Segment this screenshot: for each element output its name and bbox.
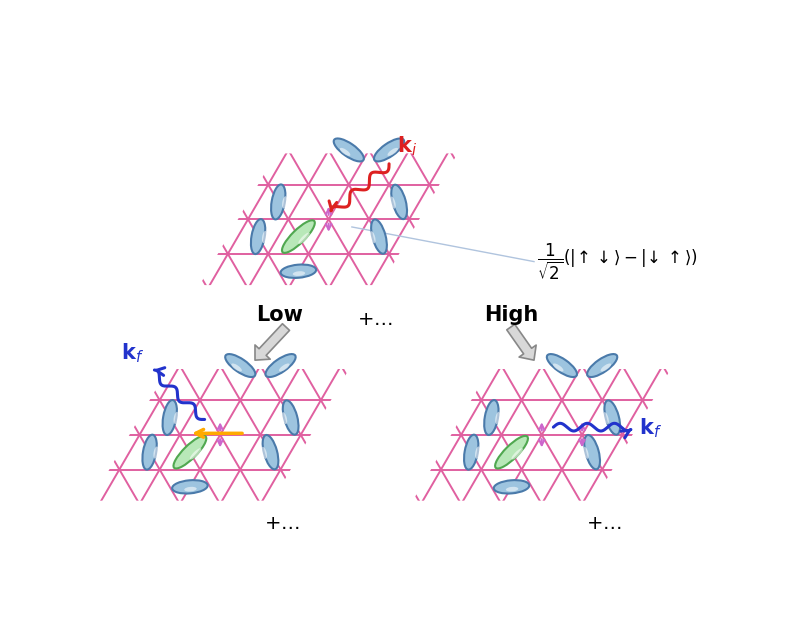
Ellipse shape <box>184 487 197 492</box>
Ellipse shape <box>334 138 364 161</box>
Ellipse shape <box>282 412 287 424</box>
Ellipse shape <box>603 412 609 424</box>
Ellipse shape <box>390 196 396 209</box>
Ellipse shape <box>231 364 242 371</box>
Ellipse shape <box>371 220 387 254</box>
Text: $\mathbf{k}_f$: $\mathbf{k}_f$ <box>638 417 662 440</box>
Ellipse shape <box>282 196 287 209</box>
Ellipse shape <box>266 354 296 377</box>
Ellipse shape <box>298 232 310 244</box>
Ellipse shape <box>494 480 530 493</box>
Ellipse shape <box>484 400 498 435</box>
Text: $\mathbf{k}_f$: $\mathbf{k}_f$ <box>121 341 144 365</box>
Text: $\dfrac{1}{\sqrt{2}}(|\!\uparrow\downarrow\rangle - |\!\downarrow\uparrow\rangle: $\dfrac{1}{\sqrt{2}}(|\!\uparrow\downarr… <box>537 241 698 282</box>
Ellipse shape <box>601 364 611 371</box>
Ellipse shape <box>262 435 278 469</box>
Ellipse shape <box>374 138 404 161</box>
Ellipse shape <box>340 148 350 156</box>
Ellipse shape <box>511 448 523 460</box>
Text: $+ \ldots$: $+ \ldots$ <box>358 310 393 329</box>
Text: $+ \ldots$: $+ \ldots$ <box>264 514 300 533</box>
Ellipse shape <box>553 364 563 371</box>
Ellipse shape <box>605 401 620 435</box>
Ellipse shape <box>293 271 305 276</box>
Ellipse shape <box>262 447 267 459</box>
Ellipse shape <box>584 435 600 469</box>
Ellipse shape <box>475 447 480 459</box>
Ellipse shape <box>279 364 290 371</box>
Ellipse shape <box>506 487 518 492</box>
Ellipse shape <box>225 354 255 377</box>
Ellipse shape <box>172 480 208 493</box>
Ellipse shape <box>391 185 407 219</box>
Ellipse shape <box>547 354 577 377</box>
Ellipse shape <box>142 435 157 470</box>
Ellipse shape <box>495 412 500 424</box>
Ellipse shape <box>162 400 177 435</box>
Ellipse shape <box>154 447 158 459</box>
Text: $\mathbf{k}_i$: $\mathbf{k}_i$ <box>397 134 417 157</box>
Ellipse shape <box>495 436 528 468</box>
Ellipse shape <box>262 231 267 243</box>
Ellipse shape <box>281 264 316 278</box>
Ellipse shape <box>282 401 298 435</box>
Ellipse shape <box>251 219 266 254</box>
Ellipse shape <box>174 436 206 468</box>
Ellipse shape <box>587 354 618 377</box>
Text: $+ \ldots$: $+ \ldots$ <box>586 514 622 533</box>
Ellipse shape <box>174 412 178 424</box>
Text: Low: Low <box>256 305 303 326</box>
Ellipse shape <box>583 447 589 459</box>
Ellipse shape <box>190 448 202 460</box>
Text: High: High <box>484 305 538 326</box>
Ellipse shape <box>370 231 375 243</box>
Ellipse shape <box>464 435 478 470</box>
Ellipse shape <box>282 220 315 253</box>
Ellipse shape <box>387 148 398 156</box>
Ellipse shape <box>271 184 286 220</box>
